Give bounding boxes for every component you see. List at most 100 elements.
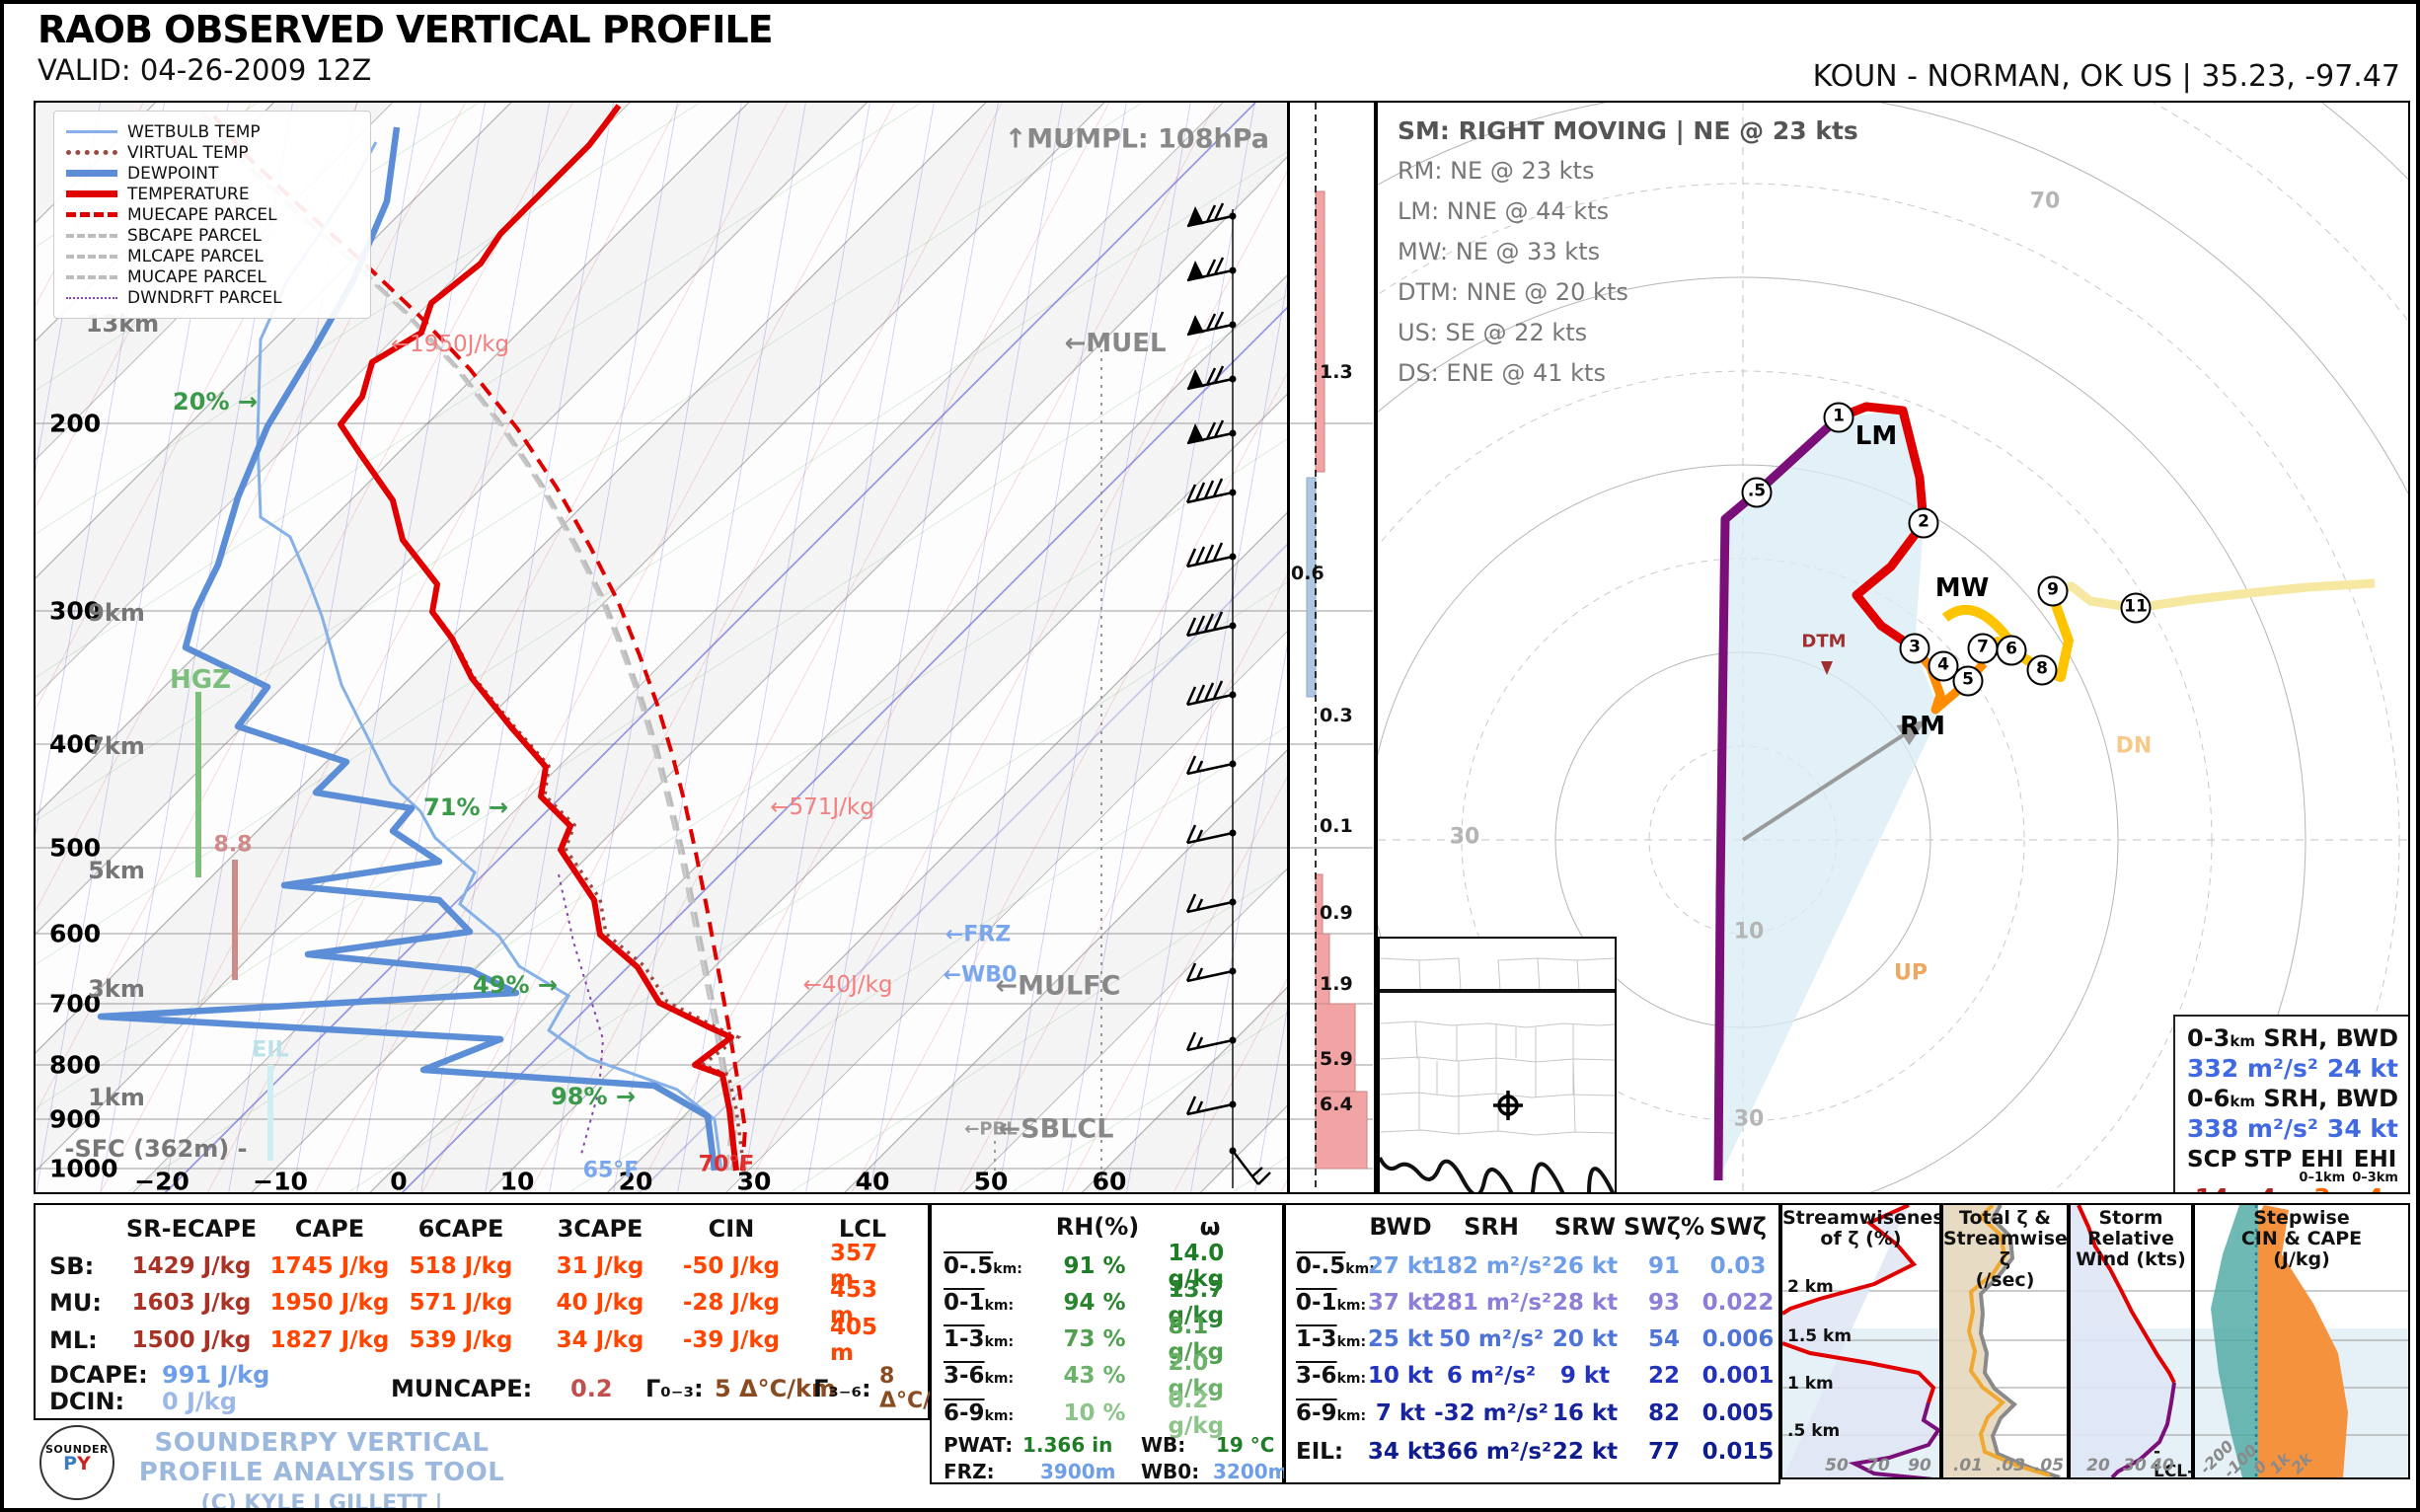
col-header: CIN bbox=[708, 1215, 755, 1243]
wb-label: WB: bbox=[1141, 1433, 1186, 1457]
mover-line: DTM: NNE @ 20 kts bbox=[1398, 278, 1628, 306]
table-cell: 1827 J/kg bbox=[269, 1327, 390, 1353]
ehi-0-3-header: EHI bbox=[2353, 1147, 2397, 1172]
row-label: EIL: bbox=[1296, 1439, 1344, 1465]
ring-label-70: 70 bbox=[2029, 189, 2061, 214]
skewt-plot bbox=[36, 103, 1287, 1192]
table-cell: 0.006 bbox=[1702, 1326, 1775, 1352]
valid-time: VALID: 04-26-2009 12Z bbox=[38, 53, 372, 87]
dtm-label: DTM bbox=[1801, 631, 1847, 652]
pressure-tick: 500 bbox=[49, 833, 102, 863]
table-cell: 50 m²/s² bbox=[1438, 1326, 1545, 1352]
wb0-annotation: ←WB0 bbox=[943, 962, 1018, 988]
mover-line: MW: NE @ 33 kts bbox=[1398, 238, 1601, 265]
height-label: 5km bbox=[88, 857, 145, 884]
omega-value: 14.0 g/kg bbox=[1168, 1241, 1225, 1292]
table-cell: 405 m bbox=[830, 1315, 878, 1366]
ylabel-0-5km: .5 km bbox=[1787, 1421, 1841, 1441]
temp-tick: 40 bbox=[855, 1167, 890, 1194]
kinematics-table: BWD SRH SRW SWζ% SWζ 0-.5km: 27 kt 182 m… bbox=[1284, 1203, 1780, 1484]
temp-tick: 0 bbox=[390, 1167, 408, 1194]
table-cell: -28 J/kg bbox=[682, 1290, 781, 1316]
row-label: 0-.5km: bbox=[1296, 1253, 1375, 1279]
pwat-label: PWAT: bbox=[944, 1433, 1014, 1457]
xtick: .05 bbox=[2033, 1456, 2065, 1475]
table-cell: 0.005 bbox=[1702, 1400, 1775, 1426]
footer-line1: SOUNDERPY VERTICAL PROFILE ANALYSIS TOOL bbox=[138, 1428, 505, 1487]
legend-label: DEWPOINT bbox=[127, 163, 219, 184]
page-title: RAOB OBSERVED VERTICAL PROFILE bbox=[38, 8, 774, 51]
bwd-row-label: BWD bbox=[2335, 1024, 2398, 1052]
height-label: 9km bbox=[88, 599, 145, 627]
table-cell: 9 kt bbox=[1559, 1363, 1611, 1389]
xtick: .03 bbox=[1995, 1456, 2026, 1475]
col-header: SR-ECAPE bbox=[125, 1215, 258, 1243]
pressure-tick: 300 bbox=[49, 596, 102, 626]
hodo-trace-0-1km bbox=[1713, 414, 1843, 1181]
rh-value: 10 % bbox=[1063, 1400, 1126, 1426]
total-zeta-plot bbox=[1943, 1205, 2067, 1477]
srh-row-label: 0-3km SRH, bbox=[2187, 1024, 2328, 1052]
sfc-temp-f: 70°F bbox=[698, 1152, 755, 1177]
srh-0-6-value: 338 m²/s² bbox=[2187, 1114, 2318, 1143]
table-cell: 82 bbox=[1647, 1400, 1681, 1426]
lapse-value: 0.1 bbox=[1320, 815, 1353, 837]
srh-0-3-value: 332 m²/s² bbox=[2187, 1054, 2318, 1083]
rh-value: 43 % bbox=[1063, 1363, 1126, 1389]
table-cell: 1429 J/kg bbox=[131, 1253, 252, 1279]
legend-label: VIRTUAL TEMP bbox=[127, 142, 249, 163]
bwd-row-label: BWD bbox=[2335, 1085, 2398, 1112]
location-inset-map bbox=[1378, 937, 1617, 1192]
legend: WETBULB TEMP VIRTUAL TEMP DEWPOINT TEMPE… bbox=[53, 111, 371, 319]
lapse-strip-plot bbox=[1290, 103, 1373, 1192]
pwat-value: 1.366 in bbox=[1022, 1433, 1113, 1457]
temperature-line-sample bbox=[66, 190, 117, 197]
wetbulb-line bbox=[256, 141, 723, 1172]
streamwiseness-panel: Streamwiseness of ζ (%) 2 km 1.5 km 1 km … bbox=[1780, 1203, 1941, 1479]
hodo-height-marker: 9 bbox=[2037, 575, 2069, 607]
pbl-annotation: ←PBL bbox=[964, 1118, 1018, 1140]
pressure-tick: 1000 bbox=[49, 1154, 118, 1183]
row-label: ML: bbox=[49, 1326, 98, 1354]
gamma-0-3-value: 5 Δ°C/km bbox=[715, 1375, 836, 1402]
dwndrft-parcel-line bbox=[558, 873, 605, 1159]
mover-line: RM: NE @ 23 kts bbox=[1398, 157, 1595, 185]
xtick: 40 bbox=[2151, 1456, 2174, 1475]
xtick: 50 bbox=[1825, 1456, 1849, 1475]
temp-tick: −10 bbox=[253, 1167, 308, 1194]
table-cell: 1500 J/kg bbox=[131, 1327, 252, 1353]
virtual-temp-line-sample bbox=[66, 150, 117, 155]
height-label: 7km bbox=[88, 732, 145, 760]
omega-value: 8.1 g/kg bbox=[1168, 1314, 1225, 1365]
temp-tick: 10 bbox=[499, 1167, 535, 1194]
table-cell: 10 kt bbox=[1367, 1363, 1434, 1389]
stepwise-cin-cape-panel: Stepwise CIN & CAPE (J/kg) -200 -100 0 1k … bbox=[2193, 1203, 2410, 1479]
omega-value: 2.0 g/kg bbox=[1168, 1350, 1225, 1401]
pressure-tick: 400 bbox=[49, 729, 102, 759]
srh-header: SRH bbox=[1464, 1213, 1519, 1241]
legend-label: MUCAPE PARCEL bbox=[127, 266, 266, 287]
height-label: 3km bbox=[88, 975, 145, 1003]
frz-annotation: ←FRZ bbox=[945, 922, 1012, 947]
table-cell: 1950 J/kg bbox=[269, 1290, 390, 1316]
cin-area bbox=[2211, 1205, 2258, 1477]
table-cell: 34 kt bbox=[1367, 1439, 1434, 1465]
rh98-annotation: 98% → bbox=[551, 1083, 636, 1110]
mw-label: MW bbox=[1934, 573, 1990, 603]
hodo-height-marker: 7 bbox=[1967, 633, 1999, 664]
ring-label-30-bottom: 30 bbox=[1733, 1106, 1765, 1132]
table-cell: -39 J/kg bbox=[682, 1327, 781, 1353]
dwndrft-line-sample bbox=[66, 296, 117, 299]
ylabel-2km: 2 km bbox=[1787, 1277, 1834, 1297]
temp-tick: 50 bbox=[973, 1167, 1009, 1194]
muncape-value: 0.2 bbox=[570, 1375, 613, 1402]
table-cell: 16 kt bbox=[1551, 1400, 1619, 1426]
ehi-0-1-header: EHI bbox=[2301, 1147, 2344, 1172]
table-cell: 0.015 bbox=[1702, 1439, 1775, 1465]
table-cell: 0.001 bbox=[1702, 1363, 1775, 1389]
table-cell: 77 bbox=[1647, 1439, 1681, 1465]
hodo-height-marker: 2 bbox=[1908, 507, 1939, 539]
hgz-annotation: HGZ bbox=[170, 665, 231, 695]
table-cell: -32 m²/s² bbox=[1434, 1400, 1549, 1426]
rh-value: 94 % bbox=[1063, 1290, 1126, 1316]
